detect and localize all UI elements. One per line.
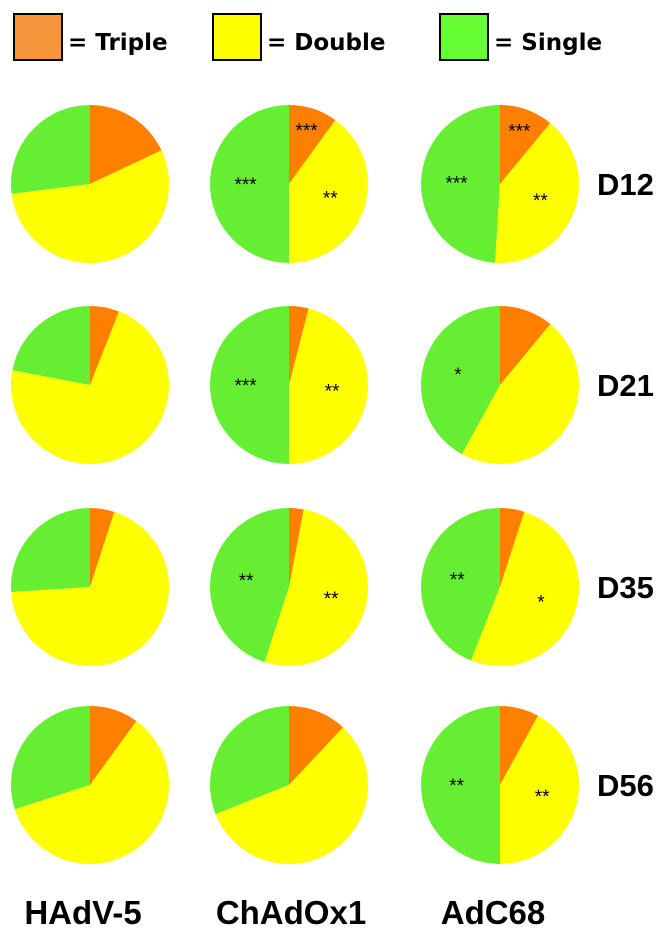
pie-d12-adc68-triple-significance: ***	[508, 122, 531, 143]
pie-d12-adc68-triple-slice	[500, 105, 551, 184]
pie-d35-adc68-triple-slice	[500, 508, 525, 587]
pie-d12-hadv-5-triple-slice	[90, 105, 162, 184]
legend-label-triple: = Triple	[68, 30, 168, 56]
pie-d21-chadox1-single-slice	[210, 306, 289, 464]
legend-swatch-single	[439, 13, 489, 61]
pie-d35-chadox1-double-significance: **	[324, 589, 339, 610]
pie-d12-chadox1-double-significance: **	[323, 188, 338, 209]
pie-d56-adc68-single-slice	[421, 706, 500, 864]
pie-d35-adc68-single-slice	[421, 508, 500, 661]
pie-d56-hadv-5-triple-slice	[90, 705, 137, 785]
row-label-d12: D12	[597, 167, 654, 202]
pie-d12-adc68-single-significance: ***	[446, 174, 469, 195]
pie-d21-chadox1-single-significance: ***	[235, 376, 258, 397]
pie-d56-chadox1-triple-slice	[289, 706, 344, 785]
pie-d12-adc68-single-slice	[421, 105, 500, 263]
pie-d12-chadox1-single-slice	[210, 105, 289, 263]
pie-d35-hadv-5-double-slice	[11, 511, 170, 667]
pie-d12-hadv-5-double-slice	[11, 150, 169, 263]
pie-d56-adc68-single-significance: **	[449, 776, 464, 797]
legend-swatch-triple	[13, 13, 63, 61]
legend-label-single: = Single	[494, 30, 602, 56]
pie-d35-chadox1-single-slice	[210, 508, 289, 663]
pie-d21-adc68-double-slice	[461, 324, 580, 465]
legend-label-double: = Double	[267, 30, 386, 56]
pie-d56-adc68-triple-slice	[500, 705, 539, 785]
legend-swatch-double	[212, 13, 262, 61]
pie-d12-adc68-double-significance: **	[533, 191, 548, 212]
pie-d35-chadox1-single-significance: **	[239, 571, 254, 592]
pie-d12-hadv-5-single-slice	[10, 105, 90, 194]
pie-d12-chadox1-triple-slice	[289, 105, 336, 184]
pie-d35-adc68-single-significance: **	[450, 570, 465, 591]
row-label-d21: D21	[597, 368, 654, 403]
pie-d56-hadv-5-single-slice	[11, 706, 91, 810]
pie-d35-adc68-double-significance: *	[537, 593, 545, 614]
pie-d21-hadv-5-double-slice	[11, 311, 170, 465]
pie-d21-adc68-single-significance: *	[454, 365, 462, 386]
pie-d12-adc68-double-slice	[495, 123, 579, 263]
pie-d35-hadv-5-single-slice	[11, 508, 91, 592]
pie-d35-chadox1-triple-slice	[289, 508, 304, 587]
pie-d56-chadox1-double-slice	[215, 727, 369, 865]
pie-d21-adc68-single-slice	[420, 305, 500, 455]
pie-d21-chadox1-double-significance: **	[325, 381, 340, 402]
pie-d56-adc68-double-significance: **	[535, 787, 550, 808]
row-label-d56: D56	[597, 768, 654, 803]
pie-d35-chadox1-double-slice	[264, 509, 369, 667]
column-label-adc68: AdC68	[441, 894, 546, 931]
pie-d56-hadv-5-double-slice	[14, 721, 170, 865]
column-label-hadv-5: HAdV-5	[24, 894, 141, 931]
column-label-chadox1: ChAdOx1	[216, 894, 366, 931]
pie-d56-adc68-double-slice	[500, 715, 580, 864]
pie-d21-chadox1-double-slice	[289, 308, 369, 464]
pie-d56-chadox1-single-slice	[210, 706, 289, 815]
row-label-d35: D35	[597, 570, 654, 605]
pie-d21-adc68-triple-slice	[500, 306, 551, 385]
pie-d12-chadox1-single-significance: ***	[235, 175, 258, 196]
pie-d35-hadv-5-triple-slice	[90, 508, 115, 587]
pie-d12-chadox1-triple-significance: ***	[296, 121, 319, 142]
pie-d21-hadv-5-single-slice	[12, 306, 90, 385]
pie-d21-chadox1-triple-slice	[289, 306, 309, 385]
pie-d12-chadox1-double-slice	[289, 120, 369, 263]
pie-d35-adc68-double-slice	[470, 511, 580, 667]
pie-d21-hadv-5-triple-slice	[90, 306, 120, 385]
